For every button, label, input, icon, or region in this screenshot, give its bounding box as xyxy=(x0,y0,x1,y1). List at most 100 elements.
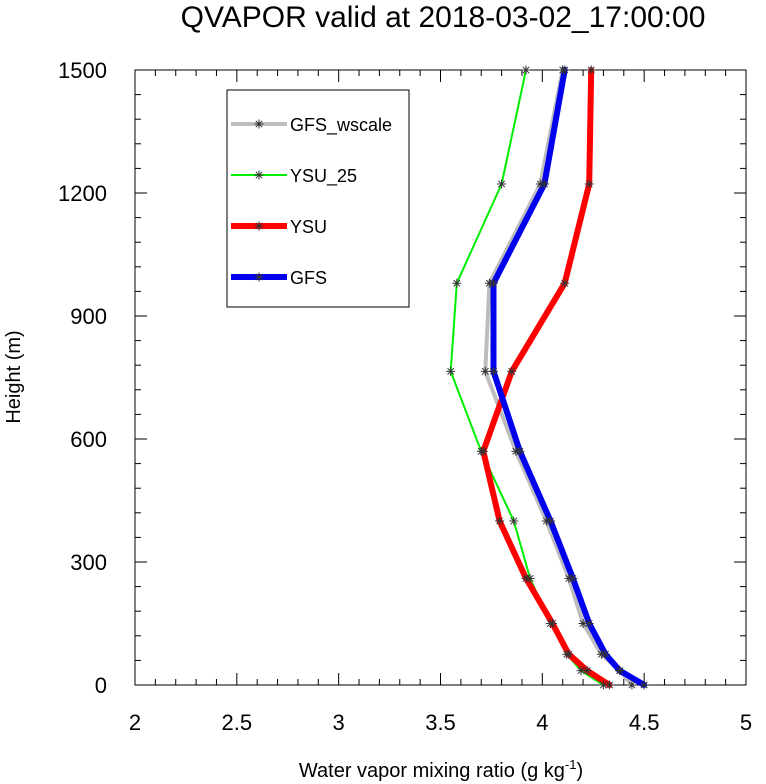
data-point xyxy=(560,65,570,75)
data-point xyxy=(488,278,498,288)
data-point xyxy=(584,619,594,628)
marker-stroke xyxy=(510,517,518,525)
data-point xyxy=(584,179,594,189)
marker-stroke xyxy=(546,517,555,525)
marker-stroke xyxy=(585,619,593,628)
y-tick-label: 1200 xyxy=(58,181,107,206)
legend-marker xyxy=(254,221,264,231)
marker-stroke xyxy=(561,279,569,287)
legend-marker xyxy=(254,272,264,282)
marker-stroke xyxy=(599,681,607,689)
y-tick-label: 1500 xyxy=(58,58,107,83)
marker-stroke xyxy=(640,681,648,689)
legend-label: YSU_25 xyxy=(290,166,357,187)
marker-stroke xyxy=(628,681,636,689)
marker-stroke xyxy=(601,650,610,658)
legend-label: GFS xyxy=(290,268,327,288)
marker-stroke xyxy=(616,667,624,675)
data-point xyxy=(509,516,519,526)
markers-gfs-wscale xyxy=(480,65,637,690)
marker-stroke xyxy=(606,681,614,689)
x-tick-label: 3 xyxy=(333,710,345,735)
marker-stroke xyxy=(481,367,489,375)
data-point xyxy=(497,179,507,189)
legend-item: YSU_25 xyxy=(231,166,357,187)
data-point xyxy=(605,680,615,690)
marker-stroke xyxy=(255,120,263,128)
y-axis-label: Height (m) xyxy=(3,330,25,423)
x-tick-label: 2.5 xyxy=(222,710,253,735)
marker-stroke xyxy=(522,574,530,582)
legend-label: YSU xyxy=(290,217,327,237)
x-axis-label-main: Water vapor mixing ratio (g kg xyxy=(299,760,565,782)
x-tick-label: 3.5 xyxy=(425,710,456,735)
data-point xyxy=(548,619,558,628)
legend: GFS_wscale YSU_25 YSU GFS xyxy=(226,89,410,308)
series-line xyxy=(490,67,648,688)
legend-marker xyxy=(254,170,264,180)
legend-item: YSU xyxy=(231,217,327,237)
data-point xyxy=(578,619,588,628)
marker-stroke xyxy=(453,279,461,287)
data-point xyxy=(521,65,531,75)
marker-stroke xyxy=(583,667,591,675)
marker-stroke xyxy=(577,667,585,675)
data-point xyxy=(480,366,490,376)
marker-stroke xyxy=(548,619,557,628)
marker-stroke xyxy=(508,367,516,375)
legend-marker xyxy=(254,119,264,129)
data-point xyxy=(521,573,531,583)
marker-stroke xyxy=(579,619,587,628)
marker-stroke xyxy=(489,279,497,287)
marker-stroke xyxy=(447,367,455,375)
x-tick-label: 5 xyxy=(740,710,752,735)
x-tick-label: 2 xyxy=(129,710,141,735)
marker-stroke xyxy=(565,650,573,658)
markers-ysu-25 xyxy=(446,65,608,690)
legend-item: GFS_wscale xyxy=(231,115,392,136)
marker-stroke xyxy=(255,171,263,179)
marker-stroke xyxy=(585,180,593,188)
data-point xyxy=(545,516,555,526)
marker-stroke xyxy=(516,447,524,455)
data-point xyxy=(446,366,456,376)
marker-stroke xyxy=(522,66,530,74)
marker-stroke xyxy=(540,180,548,188)
x-axis-label-end: ) xyxy=(576,760,583,782)
marker-stroke xyxy=(587,66,595,74)
data-point xyxy=(495,516,505,526)
data-point xyxy=(627,680,637,690)
x-tick-label: 4 xyxy=(536,710,548,735)
data-point xyxy=(452,278,462,288)
plot-area: 2 2.5 3 3.5 4 4.5 5 0 300 600 900 1200 1500 GFS_wscal… xyxy=(58,58,752,735)
data-point xyxy=(560,278,570,288)
y-tick-label: 900 xyxy=(70,304,107,329)
marker-stroke xyxy=(255,222,263,230)
marker-stroke xyxy=(561,66,569,74)
y-tick-label: 300 xyxy=(70,550,107,575)
y-tick-label: 0 xyxy=(95,673,107,698)
marker-stroke xyxy=(498,180,506,188)
data-point xyxy=(478,446,488,456)
data-point xyxy=(639,680,649,690)
data-point xyxy=(564,649,574,659)
markers-ysu xyxy=(478,65,615,690)
y-tick-label: 600 xyxy=(70,427,107,452)
marker-stroke xyxy=(489,367,497,375)
legend-label: GFS_wscale xyxy=(290,115,392,136)
data-point xyxy=(615,666,625,676)
marker-stroke xyxy=(479,447,487,455)
marker-stroke xyxy=(569,574,577,582)
markers-gfs xyxy=(488,65,649,690)
data-point xyxy=(515,446,525,456)
data-point xyxy=(568,573,578,583)
data-point xyxy=(600,649,610,659)
x-axis-label: Water vapor mixing ratio (g kg-1) xyxy=(299,757,583,782)
series-gfs xyxy=(490,67,648,688)
data-point xyxy=(539,179,549,189)
marker-stroke xyxy=(496,517,504,525)
marker-stroke xyxy=(255,273,263,281)
chart-title: QVAPOR valid at 2018-03-02_17:00:00 xyxy=(181,1,706,34)
x-tick-label: 4.5 xyxy=(629,710,660,735)
